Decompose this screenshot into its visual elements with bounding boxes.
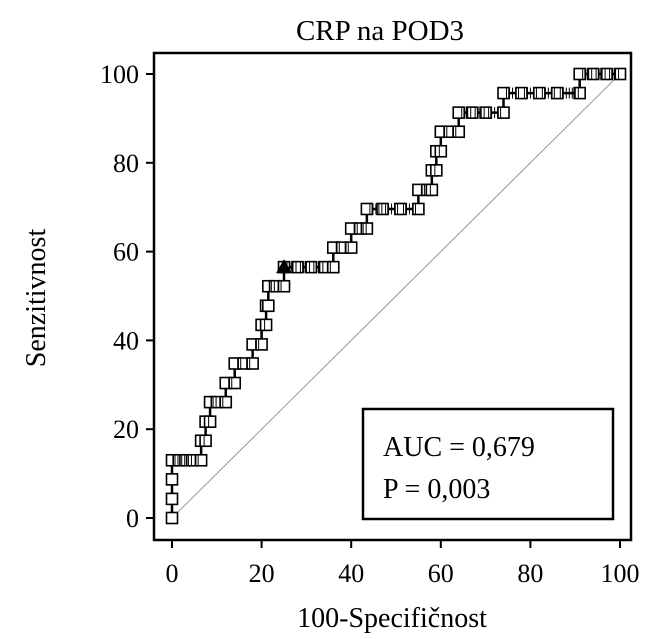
roc-point [452,106,466,119]
stats-box [361,407,615,521]
roc-point [479,106,492,119]
y-tick-label: 60 [113,238,139,267]
roc-point [344,241,358,254]
roc-point [550,86,564,100]
x-tick-label: 80 [517,559,543,588]
roc-point [165,511,179,525]
auc-value: AUC = 0,679 [383,432,535,463]
x-tick-label: 100 [601,559,640,588]
roc-point [259,318,273,332]
roc-point [203,415,217,428]
roc-point [219,395,233,409]
y-tick-label: 100 [100,60,139,89]
x-tick-label: 20 [249,559,275,588]
roc-point [586,67,600,81]
y-tick-label: 80 [113,149,139,178]
roc-point [199,434,212,448]
chart-title: CRP na POD3 [296,15,464,47]
roc-point [497,86,510,100]
x-tick-label: 0 [166,559,179,588]
p-value: P = 0,003 [383,474,490,505]
roc-point [360,222,374,235]
roc-point [194,453,208,467]
y-axis-ticks: 0 20 40 60 80 100 [100,60,154,533]
roc-point [360,202,374,216]
roc-point [412,202,425,216]
roc-point [246,357,259,370]
roc-point [262,299,275,313]
roc-point [465,106,479,119]
roc-point [291,260,304,274]
roc-point [434,144,448,158]
roc-point [165,473,179,486]
roc-curve-markers [165,67,627,525]
roc-point [600,67,613,81]
roc-point [573,67,586,81]
roc-point [452,125,466,139]
roc-point [515,86,528,100]
roc-point [573,86,586,100]
roc-point [394,202,407,216]
roc-point [304,260,318,274]
roc-point [533,86,546,100]
roc-point [165,492,179,506]
y-axis-label: Senzitivnost [21,229,52,368]
x-axis-ticks: 0 20 40 60 80 100 [166,540,640,588]
roc-point [326,260,340,274]
roc-point [613,67,627,81]
y-tick-label: 20 [113,415,139,444]
roc-point [277,279,291,293]
roc-point [425,183,439,197]
roc-point [430,164,443,177]
roc-point [228,376,242,390]
x-tick-label: 40 [338,559,364,588]
roc-point [255,338,268,351]
x-axis-label: 100-Specifičnost [297,603,487,634]
y-tick-label: 0 [126,504,139,533]
roc-point [497,106,510,119]
optimal-cutoff-marker [276,259,292,274]
plot-frame [152,51,633,542]
reference-diagonal-line [171,73,621,519]
x-tick-label: 60 [428,559,454,588]
y-tick-label: 40 [113,326,139,355]
